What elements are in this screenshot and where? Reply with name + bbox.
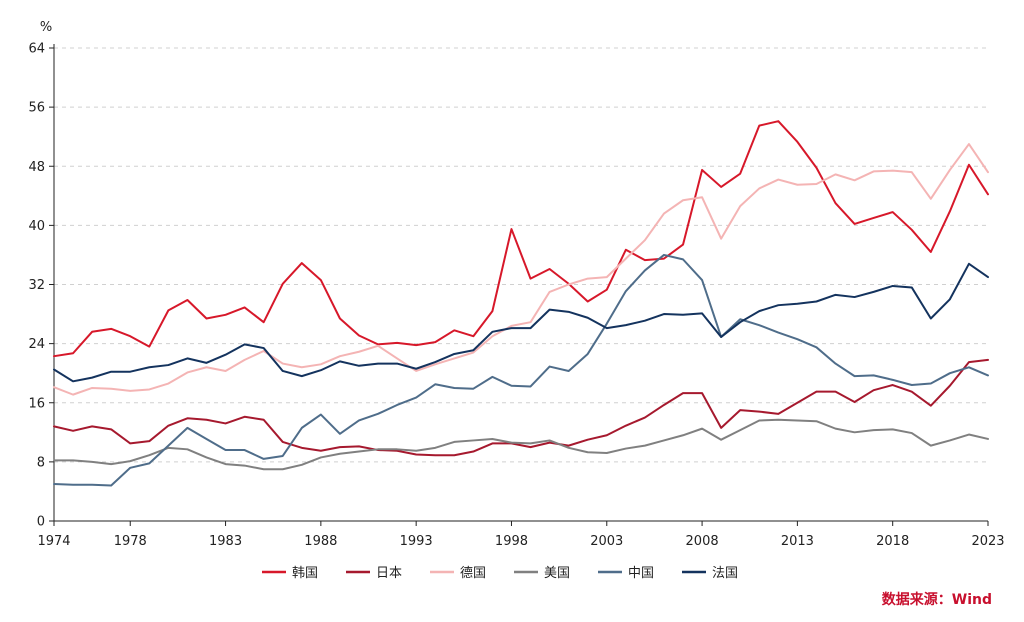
legend-label: 韩国 bbox=[292, 566, 318, 581]
y-tick-label: 16 bbox=[28, 396, 45, 411]
x-tick-label: 1974 bbox=[37, 534, 70, 549]
y-tick-label: 40 bbox=[28, 219, 45, 234]
y-tick-label: 24 bbox=[28, 337, 45, 352]
legend-item: 法国 bbox=[682, 566, 738, 581]
axes: 0 8 16 24 32 40 48 56 64 1974 1978 1983 1988 1993 1998… bbox=[28, 42, 1004, 550]
x-tick-label: 1998 bbox=[495, 534, 528, 549]
x-tick-label: 1978 bbox=[114, 534, 147, 549]
series-line-6 bbox=[53, 262, 989, 383]
y-tick-label: 0 bbox=[37, 515, 45, 530]
x-tick-label: 2018 bbox=[876, 534, 909, 549]
legend-label: 美国 bbox=[544, 566, 570, 581]
legend-label: 德国 bbox=[460, 566, 486, 581]
series-line-2 bbox=[53, 358, 989, 457]
legend-item: 美国 bbox=[514, 566, 570, 581]
x-tick-label: 1988 bbox=[304, 534, 337, 549]
legend-item: 中国 bbox=[598, 566, 654, 581]
source-label: 数据来源：Wind bbox=[882, 591, 992, 608]
y-tick-label: 56 bbox=[28, 101, 45, 116]
legend: 韩国 日本 德国 美国 中国 法国 bbox=[262, 566, 738, 581]
y-axis-unit-label: % bbox=[40, 20, 52, 35]
x-tick-label: 2023 bbox=[971, 534, 1004, 549]
x-tick-label: 2003 bbox=[590, 534, 623, 549]
x-tick-label: 1983 bbox=[209, 534, 242, 549]
x-tick-label: 1993 bbox=[400, 534, 433, 549]
legend-label: 法国 bbox=[712, 566, 738, 581]
legend-label: 中国 bbox=[628, 566, 654, 581]
y-tick-label: 32 bbox=[28, 278, 45, 293]
legend-item: 日本 bbox=[346, 566, 402, 581]
series-line-4 bbox=[53, 418, 989, 471]
series-line-1 bbox=[53, 120, 989, 358]
legend-label: 日本 bbox=[376, 566, 402, 581]
y-tick-label: 64 bbox=[28, 42, 45, 57]
x-tick-label: 2013 bbox=[781, 534, 814, 549]
series-line-3 bbox=[53, 143, 989, 396]
legend-item: 韩国 bbox=[262, 566, 318, 581]
x-tick-label: 2008 bbox=[686, 534, 719, 549]
legend-item: 德国 bbox=[430, 566, 486, 581]
y-tick-label: 48 bbox=[28, 160, 45, 175]
y-tick-label: 8 bbox=[37, 455, 45, 470]
series-line-5 bbox=[53, 253, 989, 487]
grid-lines bbox=[54, 47, 988, 463]
series-lines bbox=[53, 120, 989, 487]
